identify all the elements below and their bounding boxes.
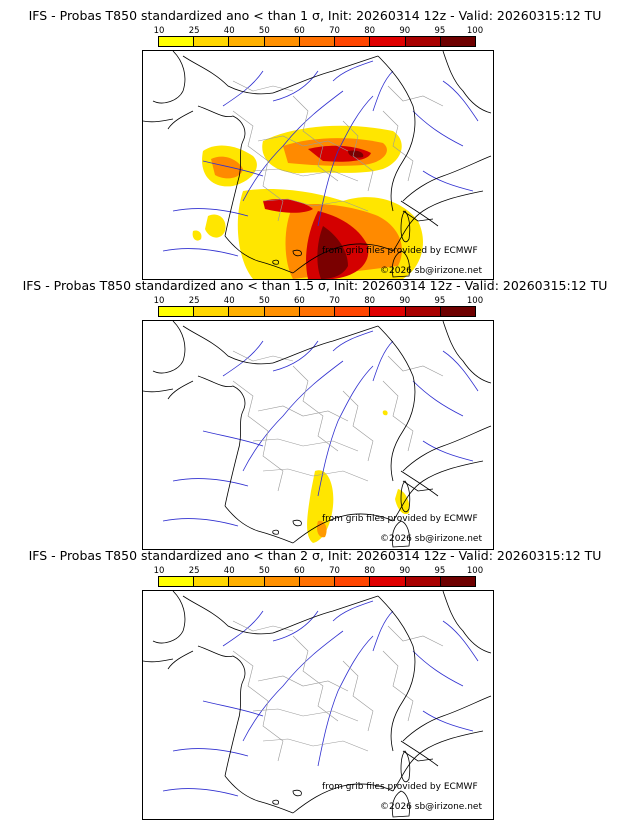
colorbar-segment: [370, 307, 406, 316]
colorbar-tick-label: 50: [258, 566, 270, 576]
colorbar-segment: [264, 37, 300, 46]
colorbar-tick-label: 40: [223, 566, 235, 576]
colorbar-segment: [405, 577, 441, 586]
probability-map: [142, 590, 494, 820]
map-panel-1: IFS - Probas T850 standardized ano < tha…: [0, 8, 630, 280]
credit-source: from grib files provided by ECMWF: [322, 246, 478, 256]
probability-map: [142, 320, 494, 550]
colorbar-tick-label: 95: [434, 296, 446, 306]
colorbar-tick-label: 90: [399, 26, 411, 36]
colorbar-labels: 10 25 40 50 60 70 80 90 95 100: [154, 26, 484, 36]
colorbar-tick-label: 95: [434, 26, 446, 36]
colorbar-tick-label: 40: [223, 296, 235, 306]
colorbar-tick-label: 50: [258, 26, 270, 36]
colorbar-tick-label: 90: [399, 296, 411, 306]
colorbar-tick-label: 50: [258, 296, 270, 306]
colorbar-segment: [159, 577, 195, 586]
colorbar-segment: [159, 307, 195, 316]
colorbar-tick-label: 10: [153, 26, 165, 36]
colorbar-segment: [299, 577, 336, 586]
colorbar-segment: [440, 37, 475, 46]
colorbar-tick-label: 90: [399, 566, 411, 576]
colorbar: [158, 576, 476, 587]
map-panel-3: IFS - Probas T850 standardized ano < tha…: [0, 548, 630, 820]
colorbar-tick-label: 10: [153, 296, 165, 306]
colorbar-tick-label: 70: [329, 296, 340, 306]
colorbar-tick-label: 100: [466, 296, 484, 306]
panel-title: IFS - Probas T850 standardized ano < tha…: [28, 548, 602, 563]
colorbar-segment: [194, 577, 230, 586]
colorbar-segment: [440, 307, 475, 316]
colorbar-segment: [229, 307, 265, 316]
colorbar-segment: [335, 37, 371, 46]
colorbar-labels: 10 25 40 50 60 70 80 90 95 100: [154, 296, 484, 306]
panel-title: IFS - Probas T850 standardized ano < tha…: [28, 8, 602, 23]
credit-copyright: ©2026 sb@irizone.net: [380, 534, 482, 544]
colorbar-segment: [229, 577, 265, 586]
colorbar-tick-label: 70: [329, 566, 340, 576]
colorbar-segment: [335, 307, 371, 316]
credit-copyright: ©2026 sb@irizone.net: [380, 802, 482, 812]
colorbar-tick-label: 25: [188, 26, 200, 36]
colorbar-labels: 10 25 40 50 60 70 80 90 95 100: [154, 566, 484, 576]
colorbar-tick-label: 80: [364, 296, 376, 306]
colorbar-segment: [405, 37, 441, 46]
colorbar-segment: [335, 577, 371, 586]
colorbar-tick-label: 100: [466, 26, 484, 36]
colorbar-tick-label: 60: [294, 26, 305, 36]
probability-map: [142, 50, 494, 280]
colorbar-tick-label: 60: [294, 566, 305, 576]
colorbar-segment: [194, 307, 230, 316]
probability-field-darkred: [317, 150, 364, 279]
colorbar-tick-label: 60: [294, 296, 305, 306]
credit-copyright: ©2026 sb@irizone.net: [380, 266, 482, 276]
colorbar-tick-label: 25: [188, 296, 200, 306]
colorbar-tick-label: 80: [364, 566, 376, 576]
colorbar-segment: [405, 307, 441, 316]
colorbar-segment: [370, 577, 406, 586]
colorbar-tick-label: 95: [434, 566, 446, 576]
probability-field-yellow: [307, 410, 410, 543]
colorbar-segment: [194, 37, 230, 46]
colorbar: [158, 306, 476, 317]
panel-title: IFS - Probas T850 standardized ano < tha…: [22, 278, 608, 293]
colorbar-segment: [370, 37, 406, 46]
colorbar-segment: [264, 307, 300, 316]
colorbar-tick-label: 10: [153, 566, 165, 576]
colorbar-tick-label: 70: [329, 26, 340, 36]
colorbar-segment: [229, 37, 265, 46]
colorbar-segment: [299, 307, 336, 316]
credit-source: from grib files provided by ECMWF: [322, 782, 478, 792]
colorbar-tick-label: 80: [364, 26, 376, 36]
colorbar-segment: [299, 37, 336, 46]
colorbar-segment: [264, 577, 300, 586]
colorbar-tick-label: 100: [466, 566, 484, 576]
colorbar-tick-label: 25: [188, 566, 200, 576]
colorbar-tick-label: 40: [223, 26, 235, 36]
map-panel-2: IFS - Probas T850 standardized ano < tha…: [0, 278, 630, 550]
colorbar-segment: [159, 37, 195, 46]
credit-source: from grib files provided by ECMWF: [322, 514, 478, 524]
colorbar-segment: [440, 577, 475, 586]
colorbar: [158, 36, 476, 47]
